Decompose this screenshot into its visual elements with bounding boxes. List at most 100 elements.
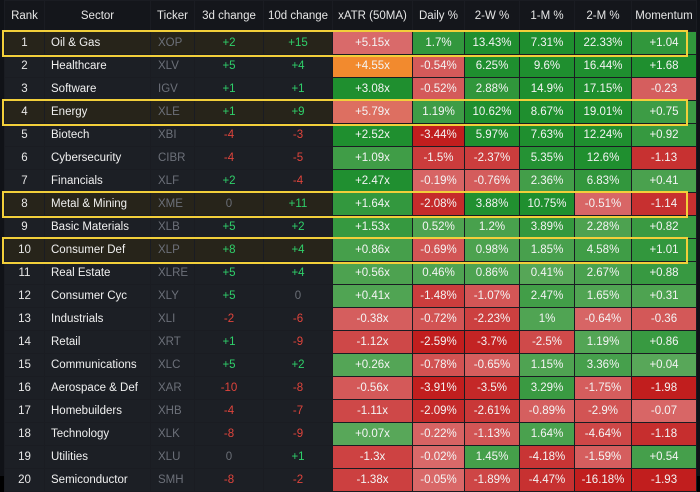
1m-pct-cell: 2.36% xyxy=(519,169,575,193)
table-row[interactable]: 8 Metal & Mining XME 0 +11 +1.64x -2.08% 3.88% 1… xyxy=(4,192,697,216)
table-row[interactable]: 7 Financials XLF +2 -4 +2.47x -0.19% -0.76% 2.36… xyxy=(4,169,697,193)
1m-pct-cell: 10.75% xyxy=(519,192,575,216)
momentum-cell: -1.18 xyxy=(631,422,697,446)
10d-change-cell: -6 xyxy=(263,307,333,331)
10d-change-cell: +4 xyxy=(263,238,333,262)
header-2m[interactable]: 2-M % xyxy=(574,0,632,32)
daily-pct-cell: 0.52% xyxy=(412,215,465,239)
2w-pct-cell: -1.89% xyxy=(464,468,520,492)
momentum-cell: +1.04 xyxy=(631,31,697,55)
header-daily[interactable]: Daily % xyxy=(412,0,465,32)
sector-cell: Cybersecurity xyxy=(44,146,151,170)
sector-cell: Healthcare xyxy=(44,54,151,78)
2w-pct-cell: 3.88% xyxy=(464,192,520,216)
header-1m[interactable]: 1-M % xyxy=(519,0,575,32)
xatr-cell: +2.52x xyxy=(332,123,413,147)
table-row[interactable]: 17 Homebuilders XHB -4 -7 -1.11x -2.09% -2.61% -… xyxy=(4,399,697,423)
header-momentum[interactable]: Momentum xyxy=(631,0,697,32)
table-row[interactable]: 3 Software IGV +1 +1 +3.08x -0.52% 2.88% 14.9% 17… xyxy=(4,77,697,101)
xatr-cell: +5.79x xyxy=(332,100,413,124)
table-row[interactable]: 19 Utilities XLU 0 +1 -1.3x -0.02% 1.45% -4.18% -… xyxy=(4,445,697,469)
table-row[interactable]: 2 Healthcare XLV +5 +4 +4.55x -0.54% 6.25% 9.6% 1… xyxy=(4,54,697,78)
3d-change-cell: +5 xyxy=(194,54,264,78)
table-row[interactable]: 20 Semiconductor SMH -8 -2 -1.38x -0.05% -1.89%… xyxy=(4,468,697,492)
10d-change-cell: +9 xyxy=(263,100,333,124)
daily-pct-cell: -0.78% xyxy=(412,353,465,377)
sector-cell: Basic Materials xyxy=(44,215,151,239)
table-row[interactable]: 11 Real Estate XLRE +5 +4 +0.56x 0.46% 0.86% 0.4… xyxy=(4,261,697,285)
xatr-cell: -0.38x xyxy=(332,307,413,331)
xatr-cell: +1.09x xyxy=(332,146,413,170)
table-row[interactable]: 10 Consumer Def XLP +8 +4 +0.86x -0.69% 0.98% 1.… xyxy=(4,238,697,262)
table-row[interactable]: 13 Industrials XLI -2 -6 -0.38x -0.72% -2.23% 1%… xyxy=(4,307,697,331)
rank-cell: 6 xyxy=(4,146,45,170)
header-sector[interactable]: Sector xyxy=(44,0,151,32)
table-row[interactable]: 5 Biotech XBI -4 -3 +2.52x -3.44% 5.97% 7.63% 12.… xyxy=(4,123,697,147)
header-rank[interactable]: Rank xyxy=(4,0,45,32)
table-row[interactable]: 16 Aerospace & Def XAR -10 -8 -0.56x -3.91% -3.… xyxy=(4,376,697,400)
rank-cell: 11 xyxy=(4,261,45,285)
sector-cell: Homebuilders xyxy=(44,399,151,423)
table-row[interactable]: 12 Consumer Cyc XLY +5 0 +0.41x -1.48% -1.07% 2.… xyxy=(4,284,697,308)
table-row[interactable]: 4 Energy XLE +1 +9 +5.79x 1.19% 10.62% 8.67% 19.0… xyxy=(4,100,697,124)
daily-pct-cell: -0.05% xyxy=(412,468,465,492)
ticker-cell: XBI xyxy=(150,123,195,147)
header-ticker[interactable]: Ticker xyxy=(150,0,195,32)
ticker-cell: XLK xyxy=(150,422,195,446)
rank-cell: 9 xyxy=(4,215,45,239)
2m-pct-cell: 4.58% xyxy=(574,238,632,262)
2w-pct-cell: -2.37% xyxy=(464,146,520,170)
daily-pct-cell: -0.54% xyxy=(412,54,465,78)
momentum-cell: -1.14 xyxy=(631,192,697,216)
sector-cell: Retail xyxy=(44,330,151,354)
sector-cell: Utilities xyxy=(44,445,151,469)
3d-change-cell: +2 xyxy=(194,169,264,193)
table-row[interactable]: 9 Basic Materials XLB +5 +2 +1.53x 0.52% 1.2% 3.… xyxy=(4,215,697,239)
3d-change-cell: +8 xyxy=(194,238,264,262)
ticker-cell: XLRE xyxy=(150,261,195,285)
sector-cell: Technology xyxy=(44,422,151,446)
2m-pct-cell: 12.24% xyxy=(574,123,632,147)
rank-cell: 7 xyxy=(4,169,45,193)
table-row[interactable]: 15 Communications XLC +5 +2 +0.26x -0.78% -0.65… xyxy=(4,353,697,377)
2w-pct-cell: -0.65% xyxy=(464,353,520,377)
sector-cell: Semiconductor xyxy=(44,468,151,492)
2m-pct-cell: -16.18% xyxy=(574,468,632,492)
table-body: 1 Oil & Gas XOP +2 +15 +5.15x 1.7% 13.43% 7.31% 2… xyxy=(4,31,697,492)
xatr-cell: +0.26x xyxy=(332,353,413,377)
3d-change-cell: +1 xyxy=(194,77,264,101)
momentum-cell: -0.23 xyxy=(631,77,697,101)
10d-change-cell: +4 xyxy=(263,54,333,78)
3d-change-cell: -8 xyxy=(194,468,264,492)
table-row[interactable]: 14 Retail XRT +1 -9 -1.12x -2.59% -3.7% -2.5% 1.1… xyxy=(4,330,697,354)
table-row[interactable]: 6 Cybersecurity CIBR -4 -5 +1.09x -1.5% -2.37% 5… xyxy=(4,146,697,170)
1m-pct-cell: -4.47% xyxy=(519,468,575,492)
2w-pct-cell: -2.23% xyxy=(464,307,520,331)
header-xatr[interactable]: xATR (50MA) xyxy=(332,0,413,32)
10d-change-cell: +2 xyxy=(263,353,333,377)
header-10d-change[interactable]: 10d change xyxy=(263,0,333,32)
2w-pct-cell: -3.5% xyxy=(464,376,520,400)
1m-pct-cell: 1.64% xyxy=(519,422,575,446)
rank-cell: 17 xyxy=(4,399,45,423)
2w-pct-cell: -1.13% xyxy=(464,422,520,446)
header-2w[interactable]: 2-W % xyxy=(464,0,520,32)
3d-change-cell: +5 xyxy=(194,215,264,239)
momentum-cell: +0.54 xyxy=(631,445,697,469)
2m-pct-cell: 19.01% xyxy=(574,100,632,124)
ticker-cell: XAR xyxy=(150,376,195,400)
table-row[interactable]: 18 Technology XLK -8 -9 +0.07x -0.22% -1.13% 1.6… xyxy=(4,422,697,446)
momentum-cell: -1.13 xyxy=(631,146,697,170)
daily-pct-cell: -3.91% xyxy=(412,376,465,400)
rank-cell: 13 xyxy=(4,307,45,331)
table-row[interactable]: 1 Oil & Gas XOP +2 +15 +5.15x 1.7% 13.43% 7.31% 2… xyxy=(4,31,697,55)
10d-change-cell: +1 xyxy=(263,445,333,469)
momentum-cell: +0.41 xyxy=(631,169,697,193)
ticker-cell: IGV xyxy=(150,77,195,101)
xatr-cell: -1.3x xyxy=(332,445,413,469)
xatr-cell: -1.38x xyxy=(332,468,413,492)
daily-pct-cell: -1.48% xyxy=(412,284,465,308)
header-3d-change[interactable]: 3d change xyxy=(194,0,264,32)
ticker-cell: CIBR xyxy=(150,146,195,170)
